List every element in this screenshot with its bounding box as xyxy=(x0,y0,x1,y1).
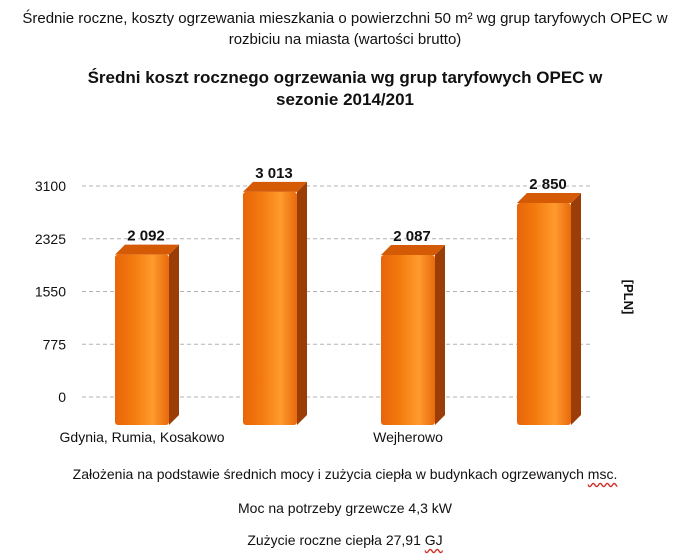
bar xyxy=(517,203,571,425)
bar-top xyxy=(115,244,179,255)
page-heading: Średnie roczne, koszty ogrzewania mieszk… xyxy=(20,8,670,50)
bar-side xyxy=(435,244,445,425)
bar xyxy=(243,191,297,425)
y-axis-label: [PLN] xyxy=(621,280,636,315)
bar-side xyxy=(297,181,307,425)
bar xyxy=(115,254,169,425)
bar-top xyxy=(243,181,307,192)
y-tick-label: 775 xyxy=(43,336,67,352)
y-tick-label: 2325 xyxy=(35,231,66,247)
note-consumption-text: Zużycie roczne ciepła 27,91 xyxy=(247,532,425,548)
y-tick-label: 0 xyxy=(58,389,66,405)
x-category-label: Gdynia, Rumia, Kosakowo xyxy=(60,429,225,445)
chart-title-line1: Średni koszt rocznego ogrzewania wg grup… xyxy=(87,68,603,87)
page-heading-line1: Średnie roczne, koszty ogrzewania mieszk… xyxy=(22,10,668,27)
bar-value-label: 2 092 xyxy=(127,228,165,245)
chart-title-line2: sezonie 2014/201 xyxy=(276,90,414,109)
bar-value-label: 3 013 xyxy=(255,165,293,182)
bar-value-label: 2 850 xyxy=(529,176,567,193)
bar-top xyxy=(517,193,581,204)
page-heading-line2: rozbiciu na miasta (wartości brutto) xyxy=(228,31,462,48)
note-assumptions-text: Założenia na podstawie średnich mocy i z… xyxy=(72,466,588,482)
bar xyxy=(381,254,435,425)
x-category-label: Wejherowo xyxy=(373,429,443,445)
bar-top xyxy=(381,244,445,255)
bar-side xyxy=(571,193,581,425)
y-tick-label: 1550 xyxy=(35,284,66,300)
note-consumption-unit: GJ xyxy=(424,532,443,548)
bar-side xyxy=(169,244,179,425)
note-consumption: Zużycie roczne ciepła 27,91 GJ xyxy=(0,532,690,548)
note-power: Moc na potrzeby grzewcze 4,3 kW xyxy=(238,500,452,516)
note-assumptions-tail: msc. xyxy=(587,466,618,482)
chart-title: Średni koszt rocznego ogrzewania wg grup… xyxy=(20,67,670,111)
y-tick-label: 3100 xyxy=(35,178,66,194)
bar-value-label: 2 087 xyxy=(393,228,431,245)
note-assumptions: Założenia na podstawie średnich mocy i z… xyxy=(0,466,690,482)
